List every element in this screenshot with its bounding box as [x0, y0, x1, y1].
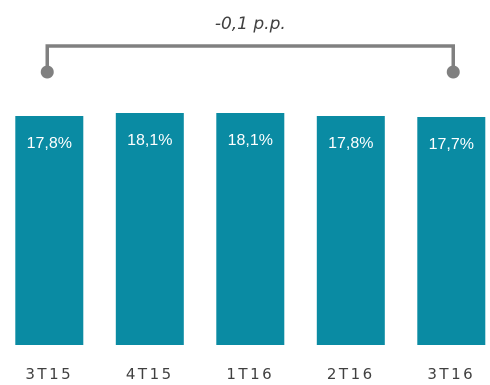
- bracket-end-dot: [446, 65, 460, 79]
- data-label: 18,1%: [228, 132, 273, 149]
- x-tick-label: 1T16: [226, 365, 274, 383]
- x-tick-label: 2T16: [327, 365, 375, 383]
- bar-2t16: [316, 116, 385, 345]
- data-label: 18,1%: [127, 132, 172, 149]
- data-label: 17,8%: [27, 135, 72, 152]
- bar-3t15: [15, 116, 84, 345]
- bar-1t16: [216, 113, 285, 345]
- data-label: 17,8%: [328, 135, 373, 152]
- x-tick-label: 4T15: [126, 365, 174, 383]
- x-axis-ticks: 3T15 4T15 1T16 2T16 3T16: [25, 365, 475, 383]
- change-annotation: -0,1 p.p.: [215, 14, 286, 34]
- change-bracket: [40, 44, 460, 79]
- bar-3t16: [417, 117, 486, 345]
- x-tick-label: 3T15: [25, 365, 73, 383]
- bars-group: 17,8% 18,1% 18,1% 17,8% 17,7%: [15, 113, 486, 345]
- data-label: 17,7%: [429, 136, 474, 153]
- x-tick-label: 3T16: [427, 365, 475, 383]
- bracket-start-dot: [40, 65, 54, 79]
- bracket-line: [45, 44, 455, 70]
- bar-4t15: [115, 113, 184, 345]
